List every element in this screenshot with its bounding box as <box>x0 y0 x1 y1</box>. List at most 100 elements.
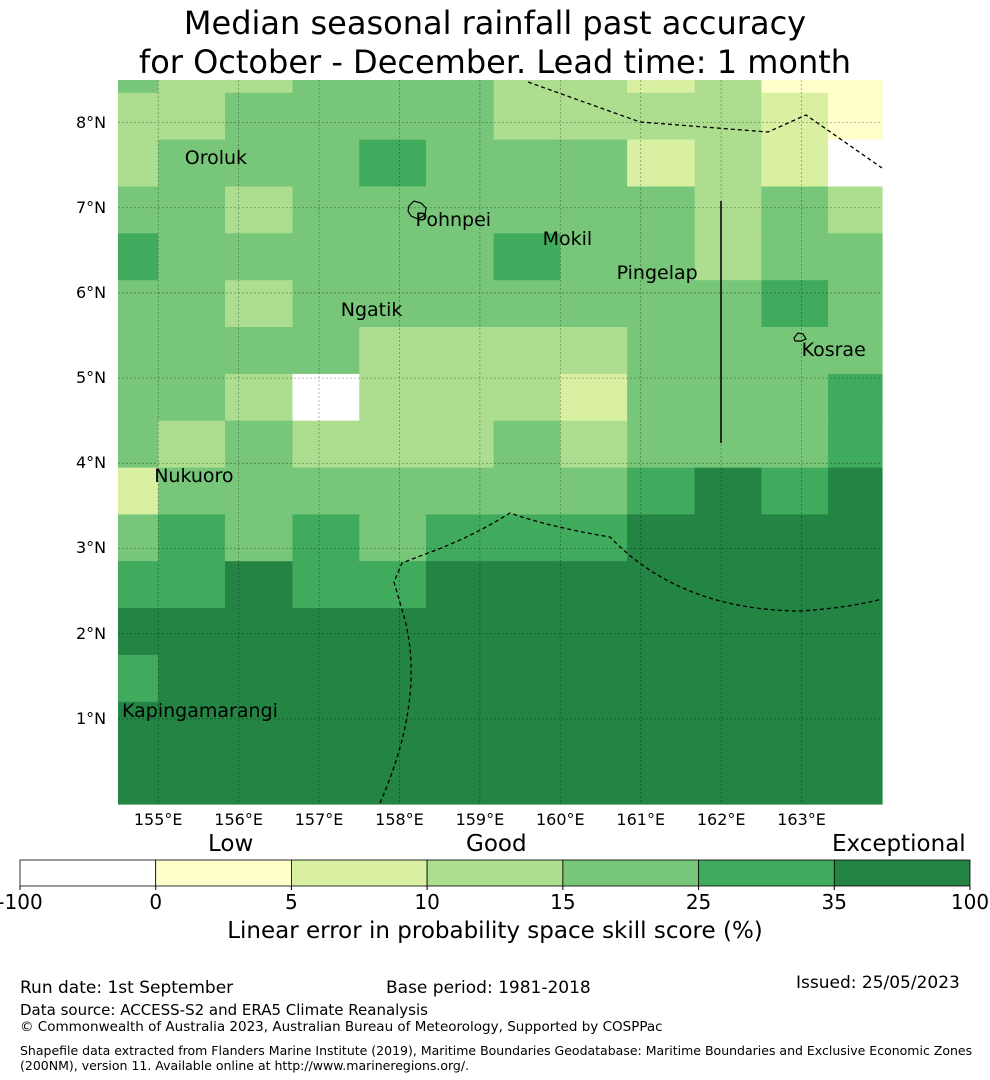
skill-cell <box>828 80 883 94</box>
skill-cell <box>359 327 427 375</box>
skill-cell <box>158 608 226 656</box>
longitude-label: 155°E <box>133 810 183 829</box>
skill-cell <box>225 186 294 234</box>
skill-cell <box>118 467 159 515</box>
skill-cell <box>828 327 883 375</box>
skill-cell <box>426 186 495 234</box>
skill-cell <box>493 514 561 562</box>
skill-cell <box>292 139 360 187</box>
skill-cell <box>292 420 360 469</box>
skill-cell <box>158 92 226 141</box>
skill-cell <box>292 280 360 328</box>
skill-cell <box>426 139 495 187</box>
skill-cell <box>694 92 762 141</box>
kosrae-island-outline <box>793 332 807 342</box>
skill-cell <box>292 373 360 422</box>
skill-cell <box>694 654 762 703</box>
skill-cell <box>158 327 226 375</box>
skill-cell <box>225 373 294 422</box>
skill-cell <box>359 420 427 469</box>
colorbar-segment <box>833 859 971 887</box>
colorbar-tick-label: 25 <box>685 890 712 914</box>
skill-grid <box>118 80 883 805</box>
latitude-label: 3°N <box>76 538 107 558</box>
skill-cell <box>292 186 360 234</box>
skill-cell <box>292 701 360 805</box>
skill-cell <box>292 608 360 656</box>
data-source: Data source: ACCESS-S2 and ERA5 Climate … <box>20 1001 428 1019</box>
skill-cell <box>627 280 696 328</box>
skill-cell <box>627 420 696 469</box>
skill-cell <box>225 608 294 656</box>
place-label: Kosrae <box>801 338 866 361</box>
skill-cell <box>359 373 427 422</box>
skill-cell <box>118 701 159 805</box>
skill-cell <box>426 233 495 281</box>
colorbar <box>19 859 971 890</box>
skill-cell <box>158 233 226 281</box>
skill-cell <box>359 80 427 94</box>
skill-cell <box>828 514 883 562</box>
skill-cell <box>426 92 495 141</box>
skill-cell <box>761 373 829 422</box>
skill-cell <box>158 80 226 94</box>
latitude-label: 6°N <box>76 282 107 302</box>
colorbar-title: Linear error in probability space skill … <box>227 918 763 944</box>
skill-cell <box>761 561 829 609</box>
skill-cell <box>426 514 495 562</box>
skill-cell <box>292 80 360 94</box>
skill-cell <box>158 420 226 469</box>
skill-cell <box>118 608 159 656</box>
skill-cell <box>761 139 829 187</box>
place-label: Ngatik <box>340 298 403 321</box>
skill-cell <box>761 608 829 656</box>
longitude-label: 158°E <box>375 810 424 829</box>
skill-cell <box>627 186 696 234</box>
colorbar-tick-label: 15 <box>550 890 576 914</box>
skill-cell <box>560 80 628 94</box>
skill-cell <box>493 80 561 94</box>
skill-cell <box>694 80 762 94</box>
skill-cell <box>359 701 427 805</box>
colorbar-tick-label: 5 <box>285 890 298 914</box>
skill-cell <box>694 139 762 187</box>
skill-cell <box>493 701 561 805</box>
colorbar-tick-label: 100 <box>950 890 990 914</box>
skill-cell <box>493 327 561 375</box>
skill-cell <box>225 467 294 515</box>
skill-cell <box>493 92 561 141</box>
latitude-label: 8°N <box>76 112 107 132</box>
skill-cell <box>828 608 883 656</box>
latitude-label: 2°N <box>76 623 107 643</box>
skill-cell <box>761 233 829 281</box>
skill-cell <box>761 701 829 805</box>
place-label: Oroluk <box>184 147 248 170</box>
latitude-label: 4°N <box>76 453 107 473</box>
skill-cell <box>493 608 561 656</box>
skill-cell <box>627 608 696 656</box>
skill-cell <box>828 280 883 328</box>
skill-cell <box>761 654 829 703</box>
skill-cell <box>560 420 628 469</box>
skill-cell <box>225 514 294 562</box>
eez-boundary-north <box>527 81 883 169</box>
skill-cell <box>292 561 360 609</box>
skill-cell <box>426 280 495 328</box>
skill-cell <box>694 280 762 328</box>
skill-cell <box>158 139 226 187</box>
skill-cell <box>292 92 360 141</box>
longitude-label: 163°E <box>777 810 826 829</box>
skill-cell <box>761 92 829 141</box>
skill-cell <box>493 280 561 328</box>
skill-cell <box>426 654 495 703</box>
skill-cell <box>359 233 427 281</box>
skill-cell <box>828 139 883 187</box>
skill-cell <box>118 186 159 234</box>
skill-cell <box>225 233 294 281</box>
skill-cell <box>292 514 360 562</box>
skill-cell <box>493 654 561 703</box>
skill-cell <box>292 467 360 515</box>
longitude-label: 159°E <box>455 810 505 829</box>
colorbar-tick-label: 35 <box>821 890 847 914</box>
skill-cell <box>560 92 628 141</box>
